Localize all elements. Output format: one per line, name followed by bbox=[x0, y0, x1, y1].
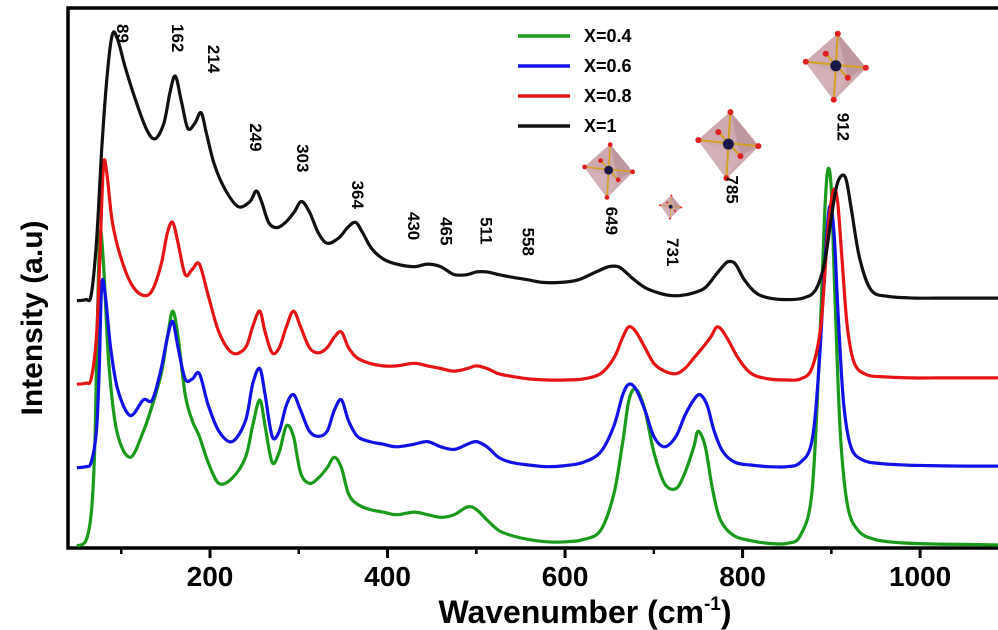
peak-label-89: 89 bbox=[113, 24, 132, 43]
peak-label-249: 249 bbox=[246, 123, 265, 151]
legend-label-X=0.4: X=0.4 bbox=[584, 26, 632, 46]
octahedron-bond bbox=[600, 160, 619, 181]
peak-label-303: 303 bbox=[293, 144, 312, 172]
octahedron-vertex-atom bbox=[862, 64, 869, 71]
legend-label-X=0.6: X=0.6 bbox=[584, 56, 632, 76]
octahedron-vertex-atom bbox=[604, 195, 610, 200]
octahedron-vertex-atom bbox=[659, 204, 662, 207]
octahedron-center-atom bbox=[668, 204, 673, 209]
octahedron-vertex-atom bbox=[630, 169, 635, 175]
peak-label-430: 430 bbox=[404, 212, 423, 240]
legend-label-X=1: X=1 bbox=[584, 116, 617, 136]
octahedron-vertex-atom bbox=[598, 158, 603, 163]
peak-label-785: 785 bbox=[723, 175, 742, 203]
octahedron-vertex-atom bbox=[680, 206, 683, 209]
octahedron-center-atom bbox=[722, 138, 734, 150]
octahedron-face-lower bbox=[660, 205, 675, 219]
plot-frame bbox=[66, 6, 998, 550]
octahedron-vertex-atom bbox=[668, 217, 672, 220]
octahedron-vertex-atom bbox=[802, 58, 809, 65]
peak-label-731: 731 bbox=[663, 238, 682, 266]
octahedron-vertex-atom bbox=[715, 129, 722, 136]
peak-label-162: 162 bbox=[168, 24, 187, 52]
peak-label-214: 214 bbox=[204, 45, 223, 74]
peak-label-558: 558 bbox=[518, 228, 537, 256]
octahedron-vertex-atom bbox=[673, 209, 676, 212]
x-axis-label-end: ) bbox=[721, 594, 732, 630]
peak-label-layer: 89 162 214 249 303 364 430 465 511 558 649 731 785 91… bbox=[113, 24, 853, 266]
octahedron-vertex-atom bbox=[737, 153, 744, 160]
peak-label-649: 649 bbox=[602, 207, 621, 235]
x-tick-label-400: 400 bbox=[364, 561, 411, 592]
series-line-X=0.6 bbox=[76, 204, 998, 470]
octahedron-vertex-atom bbox=[723, 175, 730, 182]
peak-label-912: 912 bbox=[834, 113, 853, 141]
octahedron-vertex-atom bbox=[755, 143, 762, 150]
octahedron-vertex-atom bbox=[615, 177, 621, 183]
x-axis-label-superscript: -1 bbox=[704, 594, 721, 615]
octahedron-near-912 bbox=[802, 30, 869, 103]
octahedra-layer bbox=[582, 30, 869, 220]
octahedron-vertex-atom bbox=[844, 74, 851, 81]
octahedron-vertex-atom bbox=[582, 164, 587, 170]
x-tick-label-1000: 1000 bbox=[889, 561, 951, 592]
octahedron-vertex-atom bbox=[727, 109, 734, 116]
legend-label-X=0.8: X=0.8 bbox=[584, 86, 632, 106]
series-line-X=1 bbox=[76, 30, 998, 303]
x-axis-ticks: 200 400 600 800 1000 bbox=[120, 548, 951, 592]
x-tick-label-600: 600 bbox=[542, 561, 589, 592]
x-axis-label: Wavenumber (cm-1) bbox=[438, 594, 731, 630]
peak-label-465: 465 bbox=[437, 217, 456, 245]
octahedron-vertex-atom bbox=[666, 201, 669, 204]
octahedron-vertex-atom bbox=[670, 194, 673, 197]
peak-label-511: 511 bbox=[477, 217, 496, 244]
series-layer bbox=[76, 30, 998, 548]
octahedron-vertex-atom bbox=[830, 96, 837, 103]
octahedron-vertex-atom bbox=[834, 30, 841, 37]
peak-label-364: 364 bbox=[348, 181, 367, 210]
octahedron-center-atom bbox=[604, 165, 613, 175]
series-line-X=0.4 bbox=[76, 166, 998, 548]
octahedron-face-lower bbox=[584, 167, 619, 198]
x-tick-label-200: 200 bbox=[187, 561, 234, 592]
octahedron-face-lower bbox=[805, 61, 848, 100]
octahedron-face-lower bbox=[698, 140, 741, 179]
octahedron-vertex-atom bbox=[695, 137, 702, 144]
y-axis-label: Intensity (a.u) bbox=[16, 220, 49, 415]
octahedron-near-731 bbox=[659, 194, 683, 220]
series-line-X=0.8 bbox=[76, 158, 998, 386]
x-axis-label-main: Wavenumber (cm bbox=[438, 594, 704, 630]
legend: X=0.4 X=0.6 X=0.8 X=1 bbox=[518, 26, 632, 136]
x-tick-label-800: 800 bbox=[719, 561, 766, 592]
octahedron-center-atom bbox=[830, 60, 842, 72]
octahedron-near-649 bbox=[582, 142, 635, 200]
octahedron-vertex-atom bbox=[822, 50, 829, 57]
octahedron-near-785 bbox=[695, 109, 762, 182]
octahedron-vertex-atom bbox=[607, 142, 613, 147]
